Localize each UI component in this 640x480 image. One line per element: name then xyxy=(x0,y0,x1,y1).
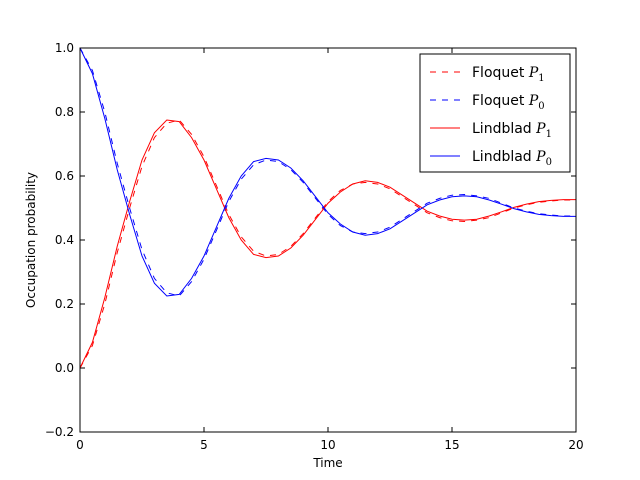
x-tick-label: 5 xyxy=(200,438,208,452)
legend-label: Lindblad P0 xyxy=(472,149,552,168)
series-line-floquet-p1 xyxy=(79,119,576,369)
legend-label-main: Floquet xyxy=(472,93,529,109)
legend-label-main: Floquet xyxy=(472,65,529,81)
legend-label-main: Lindblad xyxy=(472,121,536,137)
series-line-lindblad-p1 xyxy=(79,119,576,369)
plot-frame xyxy=(79,47,577,433)
legend-label: Floquet P1 xyxy=(472,65,545,84)
y-tick-label: 0.4 xyxy=(55,233,74,247)
series-layer xyxy=(79,47,576,369)
series-line-lindblad-p0 xyxy=(79,47,576,297)
legend-box xyxy=(419,53,571,173)
y-axis-label: Occupation probability xyxy=(24,172,38,308)
legend-label: Floquet P0 xyxy=(472,93,545,112)
legend-label-sub: 0 xyxy=(546,157,552,168)
x-tick-label: 10 xyxy=(320,438,335,452)
ticks-layer: 0 5 10 15 20−0.20.00.20.40.60.81.0 xyxy=(45,41,584,452)
x-tick-label: 20 xyxy=(568,438,583,452)
y-tick-label: 0.2 xyxy=(55,297,74,311)
legend-label-var: P xyxy=(528,93,539,109)
legend-label-main: Lindblad xyxy=(472,149,536,165)
y-tick-label: 0.0 xyxy=(55,361,74,375)
legend-label-sub: 1 xyxy=(538,73,544,84)
legend-label-var: P xyxy=(535,121,546,137)
legend-label-sub: 0 xyxy=(538,101,544,112)
series-line-floquet-p0 xyxy=(79,47,576,297)
x-tick-label: 0 xyxy=(76,438,84,452)
x-tick-label: 15 xyxy=(444,438,459,452)
y-tick-label: −0.2 xyxy=(45,425,74,439)
y-tick-label: 0.6 xyxy=(55,169,74,183)
legend-label-var: P xyxy=(535,149,546,165)
legend-label-var: P xyxy=(528,65,539,81)
legend-label: Lindblad P1 xyxy=(472,121,552,140)
y-tick-label: 1.0 xyxy=(55,41,74,55)
y-tick-label: 0.8 xyxy=(55,105,74,119)
x-axis-label: Time xyxy=(312,456,342,470)
legend-label-sub: 1 xyxy=(546,129,552,140)
